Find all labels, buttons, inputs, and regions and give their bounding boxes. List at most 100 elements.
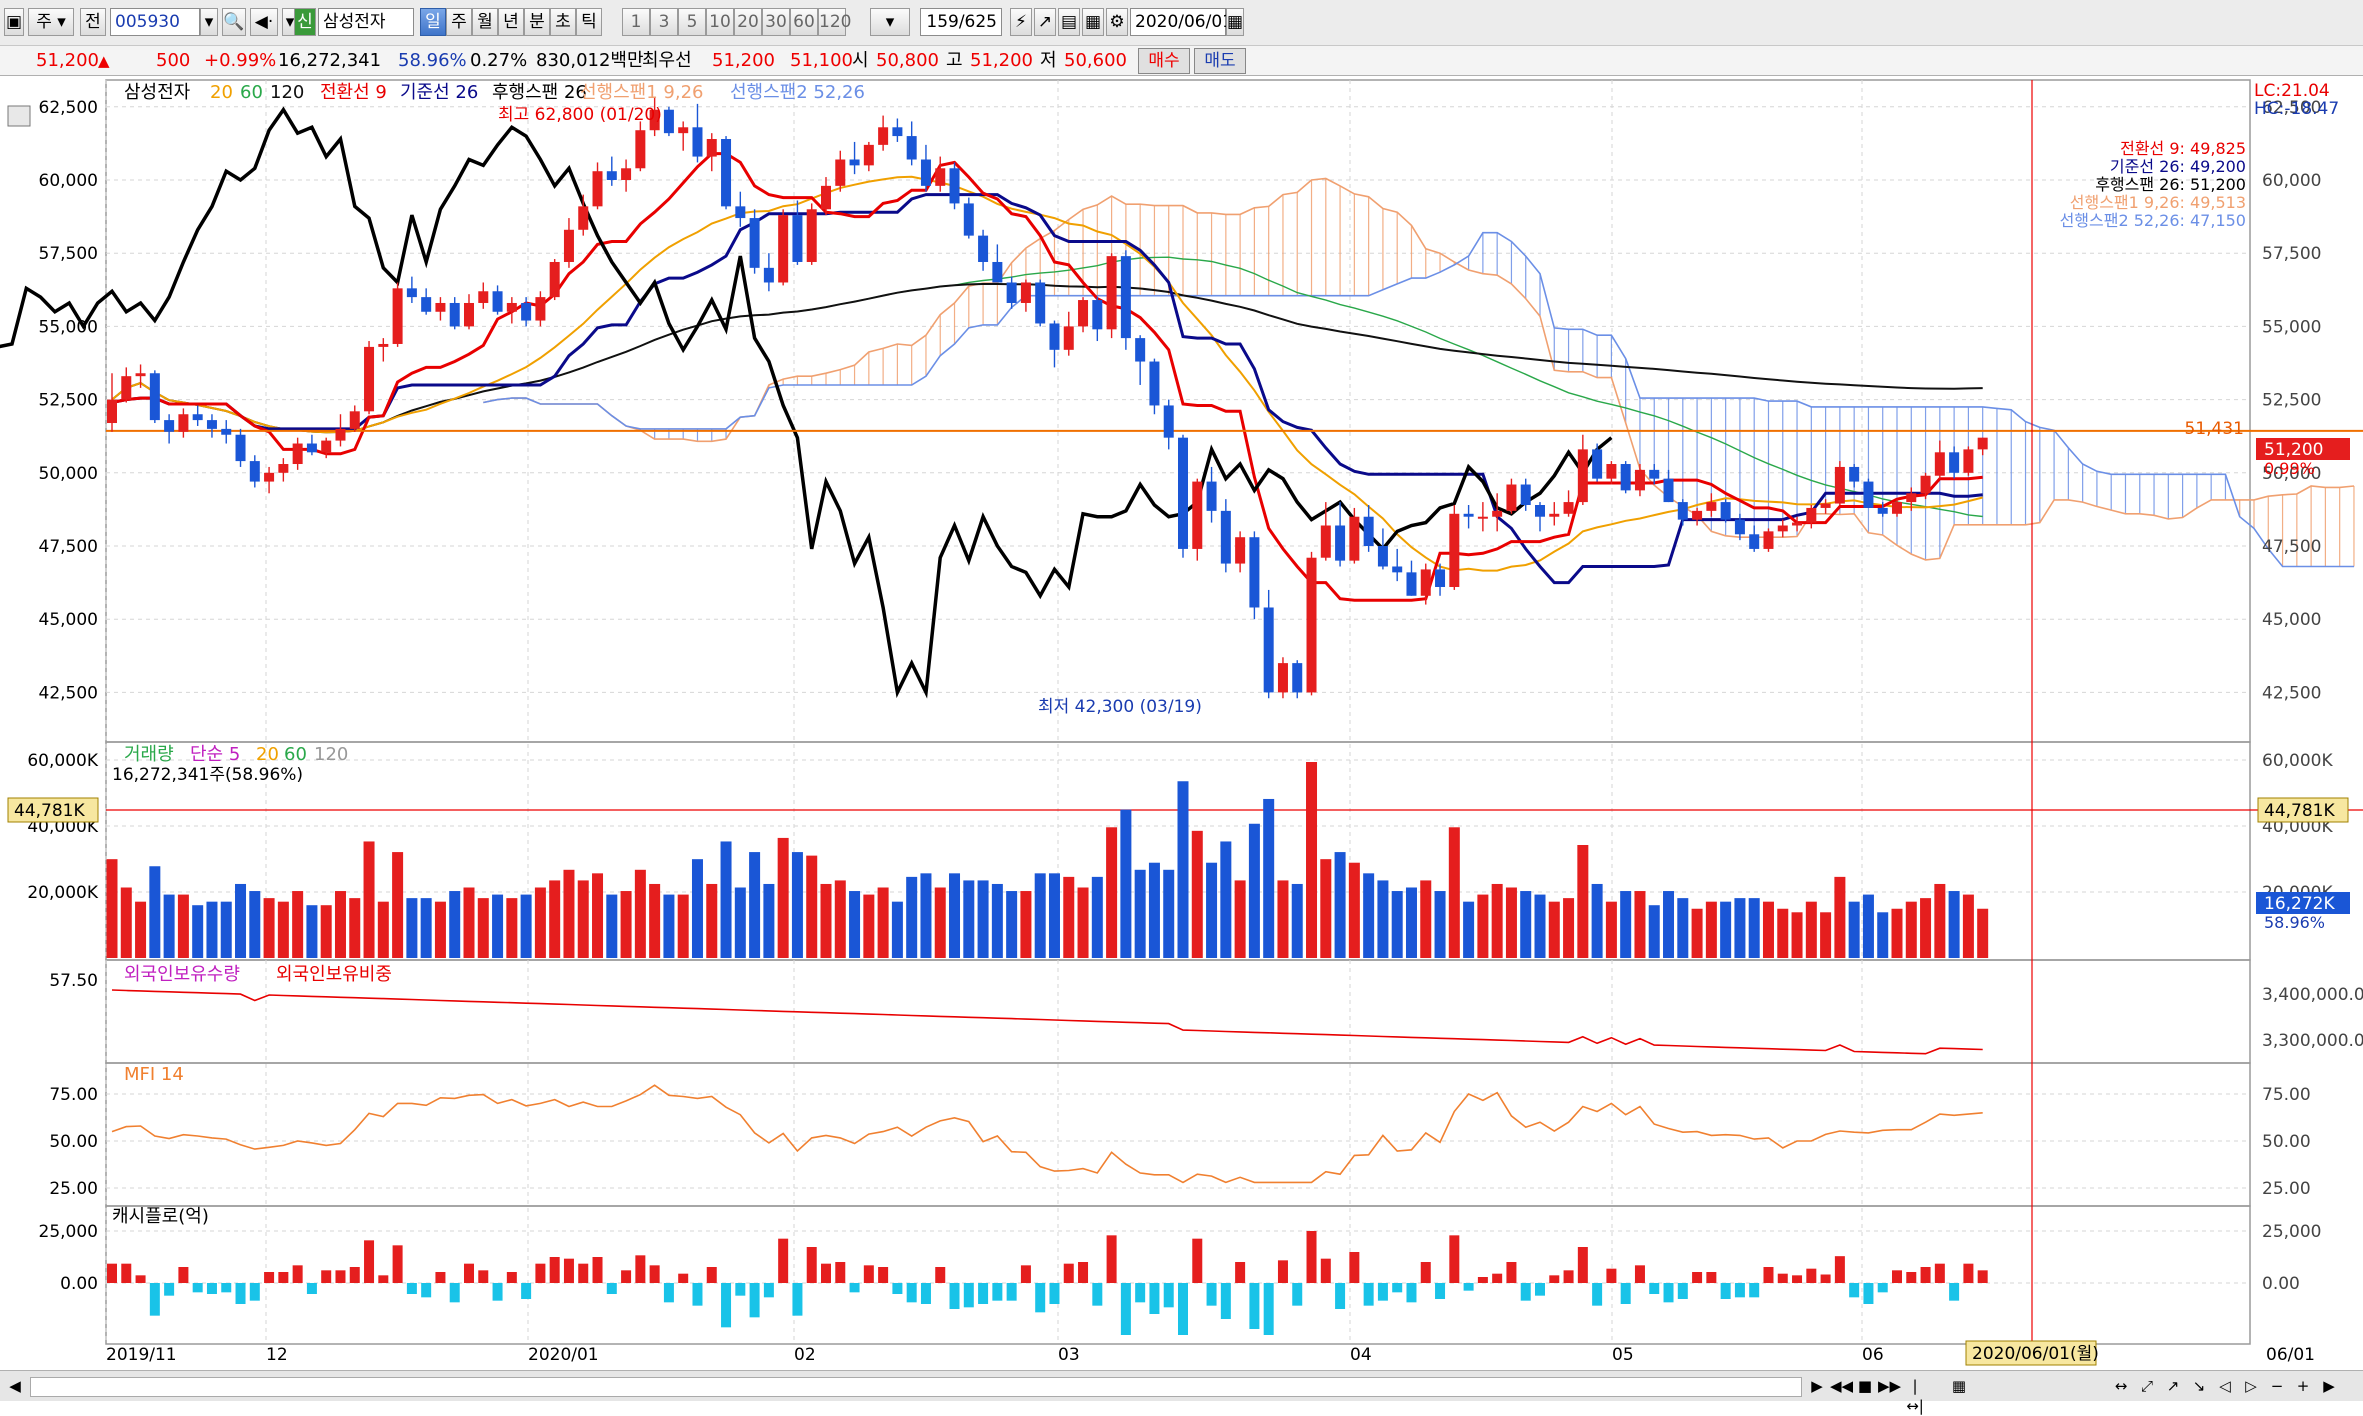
search-icon[interactable]: 🔍 [222, 8, 246, 36]
zoom-out-icon[interactable]: − [2270, 1377, 2284, 1395]
interval-option-10[interactable]: 10 [706, 8, 734, 36]
cash-bar [378, 1275, 389, 1283]
stock-chart[interactable]: 62,500 62,500 60,000 60,000 57,500 57,500 55,0… [0, 76, 2363, 1370]
rewind-icon[interactable]: ◀◀ [1830, 1377, 1854, 1395]
cash-bar [1649, 1283, 1660, 1294]
cash-bar [1349, 1252, 1360, 1283]
volume-line-tag-left-box [7, 797, 99, 823]
volume-bar [720, 841, 732, 958]
period-tab-5[interactable]: 초 [550, 8, 576, 36]
volume-bar [1263, 798, 1275, 958]
zoom-in-bar-icon[interactable]: ▦ [1951, 1377, 1967, 1395]
candle-body [1092, 300, 1103, 330]
candle-body [1920, 475, 1931, 494]
scroll-left-icon[interactable]: ◀ [9, 1377, 21, 1395]
candle [435, 297, 446, 321]
candle-body [1692, 510, 1703, 520]
period-tab-2[interactable]: 월 [472, 8, 498, 36]
legend-conversion: 전환선 9 [320, 82, 387, 103]
span1-line [483, 177, 2355, 561]
candle [735, 191, 746, 227]
tool-6-icon[interactable]: ▷ [2245, 1377, 2257, 1395]
candle-body [549, 261, 560, 298]
period-tab-6[interactable]: 틱 [576, 8, 602, 36]
zoom-range-icon[interactable]: |↔| [1906, 1377, 1924, 1415]
interval-option-1[interactable]: 1 [622, 8, 650, 36]
volume-bar [1620, 891, 1632, 958]
pct-tag: 0.99% [2264, 459, 2315, 478]
tool-5-icon[interactable]: ◁ [2219, 1377, 2231, 1395]
volume-bar [1220, 841, 1232, 958]
interval-option-30[interactable]: 30 [762, 8, 790, 36]
volume-bar [1748, 898, 1760, 958]
window-menu-icon[interactable]: ▣ [4, 8, 24, 36]
calendar-icon[interactable]: ▦ [1226, 8, 1244, 36]
candle-body [806, 209, 817, 262]
sound-icon[interactable]: ◀· [250, 8, 278, 36]
zoom-in-icon[interactable]: + [2296, 1377, 2310, 1395]
candle [321, 437, 332, 459]
candle [1606, 461, 1617, 485]
candle-body [335, 428, 346, 441]
candle-body [721, 139, 732, 207]
volume-bar [1306, 762, 1318, 958]
interval-select[interactable]: ▾ [870, 8, 910, 36]
interval-option-120[interactable]: 120 [818, 8, 851, 36]
print-icon[interactable]: ▤ [1058, 8, 1080, 36]
period-tab-4[interactable]: 분 [524, 8, 550, 36]
interval-option-60[interactable]: 60 [790, 8, 818, 36]
tool-1-icon[interactable]: ↔ [2114, 1377, 2128, 1395]
stock-name-field[interactable]: 삼성전자 [318, 8, 414, 36]
candle-body [1506, 484, 1517, 511]
save-icon[interactable]: ▦ [1082, 8, 1104, 36]
candle-body [1620, 464, 1631, 491]
forward-icon[interactable]: ▶▶ [1878, 1377, 1902, 1395]
stock-code-input[interactable]: 005930 [110, 8, 200, 36]
price-tick-right: 42,500 [2262, 683, 2321, 703]
period-tab-0[interactable]: 일 [420, 8, 446, 36]
compare-icon[interactable]: ⚡ [1010, 8, 1032, 36]
stop-icon[interactable]: ■ [1857, 1377, 1873, 1395]
interval-option-3[interactable]: 3 [650, 8, 678, 36]
price-tag-box [2256, 438, 2350, 460]
volume-bar [534, 887, 546, 958]
candle [1435, 563, 1446, 596]
volume-bar [549, 880, 561, 958]
period-tab-3[interactable]: 년 [498, 8, 524, 36]
volume-bar [1848, 901, 1860, 958]
volume-bar [377, 901, 389, 958]
volume-bar [934, 887, 946, 958]
volume-bar [1920, 898, 1932, 958]
tool-3-icon[interactable]: ↗ [2166, 1377, 2180, 1395]
cash-bar [1163, 1283, 1174, 1308]
volume-bar [1277, 880, 1289, 958]
sell-button[interactable]: 매도 [1194, 48, 1246, 74]
volume-bar [1734, 898, 1746, 958]
x-label-2020-01: 2020/01 [528, 1345, 599, 1365]
period-tab-1[interactable]: 주 [446, 8, 472, 36]
play-icon[interactable]: ▶ [1811, 1377, 1823, 1395]
settings-icon[interactable]: ⚙ [1106, 8, 1128, 36]
code-prefix-button[interactable]: 전 [80, 8, 106, 36]
interval-option-5[interactable]: 5 [678, 8, 706, 36]
scroll-track[interactable] [30, 1377, 1802, 1397]
buy-button[interactable]: 매수 [1138, 48, 1190, 74]
candle [1949, 446, 1960, 479]
draw-icon[interactable]: ↗ [1034, 8, 1056, 36]
scroll-right-icon[interactable]: ▶ [2323, 1377, 2335, 1395]
x-label-06: 06 [1862, 1345, 1884, 1365]
candle [107, 373, 117, 432]
candle [1292, 660, 1303, 699]
data-count-field[interactable]: 159/625 [920, 8, 1002, 36]
candle [1477, 502, 1488, 532]
tool-2-icon[interactable]: ⤢ [2140, 1377, 2153, 1395]
tool-4-icon[interactable]: ↘ [2192, 1377, 2206, 1395]
interval-option-20[interactable]: 20 [734, 8, 762, 36]
cash-bar [321, 1270, 332, 1283]
cash-bar [1763, 1267, 1774, 1283]
code-dropdown-icon[interactable]: ▾ [200, 8, 218, 36]
date-field[interactable]: 2020/06/01 [1130, 8, 1233, 36]
period-default-select[interactable]: 주 ▾ [28, 8, 74, 36]
volume-bar [634, 869, 646, 958]
candle [721, 136, 732, 210]
